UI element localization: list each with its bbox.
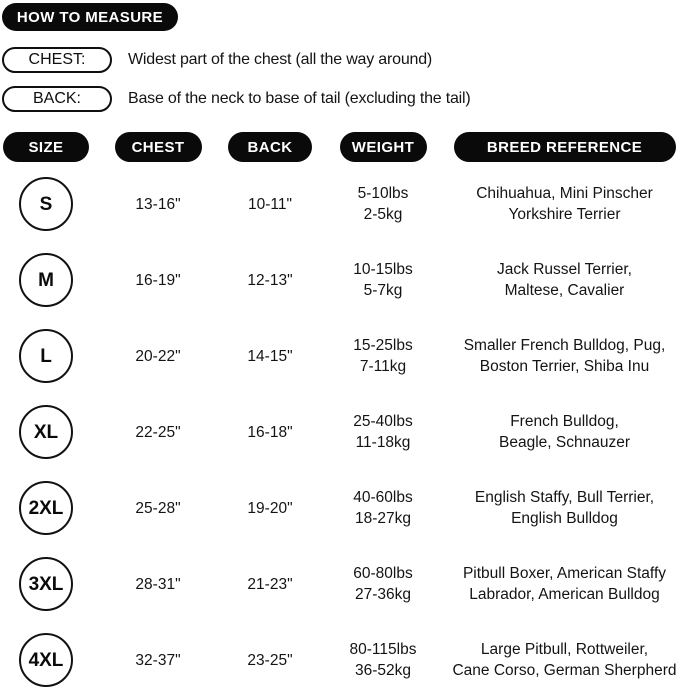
how-to-measure-title: HOW TO MEASURE bbox=[2, 3, 178, 31]
weight-value: 60-80lbs 27-36kg bbox=[353, 565, 413, 603]
chest-value: 13-16" bbox=[135, 195, 181, 213]
table-row: L 20-22" 14-15" 15-25lbs 7-11kg Smaller F… bbox=[0, 318, 679, 394]
table-row: 2XL 25-28" 19-20" 40-60lbs 18-27kg Englis… bbox=[0, 470, 679, 546]
back-definition-pill: BACK: bbox=[2, 86, 112, 112]
weight-value: 40-60lbs 18-27kg bbox=[353, 489, 413, 527]
chest-value: 25-28" bbox=[135, 499, 181, 517]
back-value: 12-13" bbox=[247, 271, 293, 289]
weight-value: 10-15lbs 5-7kg bbox=[353, 261, 413, 299]
size-table-body: S 13-16" 10-11" 5-10lbs 2-5kg Chihuahua, … bbox=[0, 166, 679, 698]
chest-value: 28-31" bbox=[135, 575, 181, 593]
back-value: 14-15" bbox=[247, 347, 293, 365]
chest-value: 22-25" bbox=[135, 423, 181, 441]
size-badge: M bbox=[19, 253, 73, 307]
column-header-back: BACK bbox=[228, 132, 312, 162]
back-value: 23-25" bbox=[247, 651, 293, 669]
size-badge: XL bbox=[19, 405, 73, 459]
table-header-row: SIZE CHEST BACK WEIGHT BREED REFERENCE bbox=[0, 132, 679, 162]
table-row: M 16-19" 12-13" 10-15lbs 5-7kg Jack Russe… bbox=[0, 242, 679, 318]
table-row: S 13-16" 10-11" 5-10lbs 2-5kg Chihuahua, … bbox=[0, 166, 679, 242]
chest-definition-pill: CHEST: bbox=[2, 47, 112, 73]
chest-value: 16-19" bbox=[135, 271, 181, 289]
breed-value: Chihuahua, Mini Pinscher Yorkshire Terrie… bbox=[476, 185, 653, 223]
chest-definition-label: CHEST: bbox=[28, 51, 86, 68]
back-value: 21-23" bbox=[247, 575, 293, 593]
back-definition-label: BACK: bbox=[32, 90, 81, 107]
breed-value: Pitbull Boxer, American Staffy Labrador, … bbox=[462, 565, 667, 603]
breed-value: French Bulldog, Beagle, Schnauzer bbox=[499, 413, 630, 451]
table-row: 4XL 32-37" 23-25" 80-115lbs 36-52kg Large… bbox=[0, 622, 679, 698]
weight-value: 5-10lbs 2-5kg bbox=[357, 185, 409, 223]
back-value: 16-18" bbox=[247, 423, 293, 441]
column-header-weight: WEIGHT bbox=[339, 132, 427, 162]
breed-value: Smaller French Bulldog, Pug, Boston Terri… bbox=[463, 337, 666, 375]
size-badge: S bbox=[19, 177, 73, 231]
column-header-chest: CHEST bbox=[114, 132, 202, 162]
weight-value: 80-115lbs 36-52kg bbox=[349, 641, 417, 679]
size-badge: 3XL bbox=[19, 557, 73, 611]
column-header-size: SIZE bbox=[3, 132, 89, 162]
table-row: 3XL 28-31" 21-23" 60-80lbs 27-36kg Pitbul… bbox=[0, 546, 679, 622]
chest-definition-text: Widest part of the chest (all the way ar… bbox=[128, 51, 433, 68]
size-badge: L bbox=[19, 329, 73, 383]
back-value: 19-20" bbox=[247, 499, 293, 517]
weight-value: 25-40lbs 11-18kg bbox=[353, 413, 413, 451]
column-header-breed-reference: BREED REFERENCE bbox=[453, 132, 676, 162]
back-definition-text: Base of the neck to base of tail (exclud… bbox=[128, 90, 471, 107]
back-value: 10-11" bbox=[248, 195, 292, 213]
breed-value: Large Pitbull, Rottweiler, Cane Corso, Ge… bbox=[452, 641, 677, 679]
weight-value: 15-25lbs 7-11kg bbox=[353, 337, 413, 375]
table-row: XL 22-25" 16-18" 25-40lbs 11-18kg French … bbox=[0, 394, 679, 470]
breed-value: Jack Russel Terrier, Maltese, Cavalier bbox=[497, 261, 632, 299]
chest-value: 32-37" bbox=[135, 651, 181, 669]
size-badge: 4XL bbox=[19, 633, 73, 687]
chest-value: 20-22" bbox=[135, 347, 181, 365]
size-badge: 2XL bbox=[19, 481, 73, 535]
breed-value: English Staffy, Bull Terrier, English Bul… bbox=[474, 489, 655, 527]
